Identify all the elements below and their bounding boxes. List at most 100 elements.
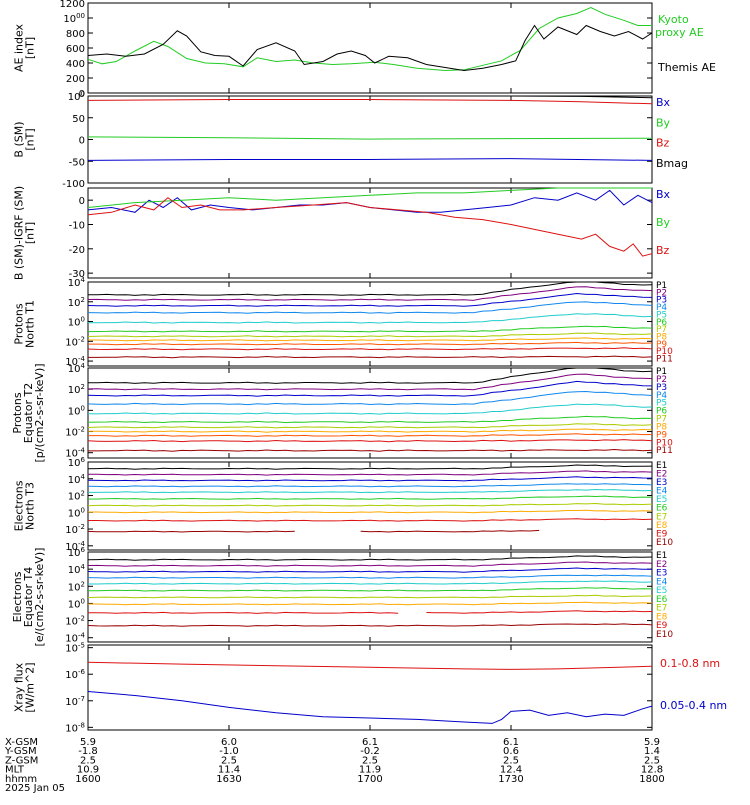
tick-label-base: 10 <box>68 458 81 469</box>
series-line-bx <box>87 158 653 161</box>
series-line-e6 <box>87 495 653 500</box>
x-axis-table: X-GSM 5.9 6.0 6.1 6.1 5.9 Y-GSM -1.8 -1.0 -0.2 0.6… <box>4 737 665 794</box>
series-line-e9 <box>426 610 653 614</box>
series-line-0-1-0-8-nm <box>87 661 653 670</box>
tick-label-base: 10 <box>65 670 78 681</box>
series-line-e10 <box>87 530 295 533</box>
tick-label-exponent: 0 <box>81 506 85 514</box>
series-line-p3 <box>87 292 653 307</box>
y-tick-label: 10-4 <box>65 540 85 553</box>
legend-entry: P11 <box>656 446 673 456</box>
y-axis-label: [nT] <box>24 37 37 59</box>
legend-entry: P6 <box>656 407 667 417</box>
legend-entry: proxy AE <box>655 26 704 39</box>
tick-label-base: 10 <box>68 298 81 309</box>
x-axis-row-value: 2.5 <box>362 755 378 766</box>
tick-label-base: 10 <box>68 385 81 396</box>
tick-label-exponent: 2 <box>81 490 85 498</box>
series-line-p3 <box>87 380 653 397</box>
y-axis-label: [nT] <box>24 128 37 150</box>
y-tick-label: 104 <box>68 276 86 289</box>
series-line-p5 <box>87 403 653 415</box>
y-tick-label: 0 <box>79 196 85 207</box>
x-axis-row-value: 2.5 <box>503 755 519 766</box>
tick-label-exponent: 0 <box>81 404 85 412</box>
series-line-e3 <box>87 567 652 573</box>
series-line-p6 <box>87 325 653 333</box>
tick-label-base: 10 <box>63 14 76 25</box>
series-line-p10 <box>87 439 653 443</box>
x-axis-row-value: 1730 <box>498 774 523 785</box>
panel-frame <box>87 644 653 731</box>
series-line-p10 <box>87 347 653 351</box>
y-tick-label: -100 <box>62 179 85 190</box>
y-tick-label: 800 <box>66 29 85 40</box>
tick-label-exponent: 6 <box>81 456 86 464</box>
legend-entry: P10 <box>656 438 673 448</box>
legend-entry: E9 <box>656 529 668 539</box>
tick-label-exponent: -4 <box>78 355 86 363</box>
x-axis-row-label: Y-GSM <box>4 746 37 757</box>
tick-label-exponent: -2 <box>78 523 85 531</box>
tick-label-base: 10 <box>68 565 81 576</box>
y-axis-label: Electrons <box>11 571 24 622</box>
tick-label-exponent: 4 <box>81 473 86 481</box>
y-axis-label: North T1 <box>24 300 37 348</box>
tick-label-exponent: 4 <box>81 563 86 571</box>
x-axis-row-value: 0.6 <box>503 746 519 757</box>
legend-entry: E9 <box>656 621 668 631</box>
x-axis-row-value: 12.4 <box>500 765 522 776</box>
y-axis-label: AE index <box>13 23 26 72</box>
series-line-bmag <box>88 95 653 99</box>
tick-label-base: 10 <box>65 697 78 708</box>
y-tick-label: 104 <box>68 563 86 576</box>
y-tick-label: 600 <box>66 44 85 55</box>
legend-entry: E4 <box>656 487 668 497</box>
tick-label-base: 10 <box>68 508 81 519</box>
legend-entry: E8 <box>656 521 668 531</box>
tick-label-exponent: -8 <box>78 721 85 729</box>
panel-frame <box>87 2 653 94</box>
x-axis-row-value: 6.1 <box>362 737 378 748</box>
tick-label-base: 10 <box>68 548 81 559</box>
series-line-e7 <box>87 502 653 507</box>
y-tick-label: 102 <box>68 580 85 593</box>
series-line-p6 <box>87 415 653 424</box>
legend-entry: P8 <box>656 422 667 432</box>
legend-entry: E1 <box>656 551 667 561</box>
series-line-by <box>87 136 653 140</box>
legend-entry: E3 <box>656 478 667 488</box>
y-axis-label: B (SM) <box>13 121 26 157</box>
y-tick-label: 1000 <box>63 12 85 25</box>
tick-label-exponent: -4 <box>78 447 86 455</box>
tick-label-base: 10 <box>65 542 78 553</box>
series-line-p7 <box>87 332 653 338</box>
x-axis-row-value: 11.4 <box>218 765 240 776</box>
tick-label-exponent: -2 <box>78 426 85 434</box>
legend-entry: Themis AE <box>657 61 716 74</box>
legend-entry: P5 <box>656 399 667 409</box>
legend-entry: E7 <box>656 604 667 614</box>
legend-entry: E2 <box>656 560 667 570</box>
y-axis-label: Equator T4 <box>22 567 35 627</box>
tick-label-base: 10 <box>68 364 81 375</box>
legend-entry: P2 <box>656 375 667 385</box>
legend-entry: P4 <box>656 391 667 401</box>
legend-entry: P2 <box>656 288 667 298</box>
y-axis-label: Electrons <box>13 480 26 531</box>
tick-label-exponent: 0 <box>81 316 85 324</box>
y-tick-label: 100 <box>68 506 85 519</box>
legend-entry: E2 <box>656 470 667 480</box>
legend-entry: P11 <box>656 355 673 365</box>
series-line-e1 <box>87 555 653 561</box>
series-line-e1 <box>87 464 653 470</box>
series-line-p5 <box>88 313 653 324</box>
series-line-p9 <box>88 433 653 437</box>
tick-label-exponent: 2 <box>81 296 85 304</box>
y-axis-label: [W/m^2] <box>24 662 37 712</box>
x-axis-row-value: 1600 <box>75 774 100 785</box>
